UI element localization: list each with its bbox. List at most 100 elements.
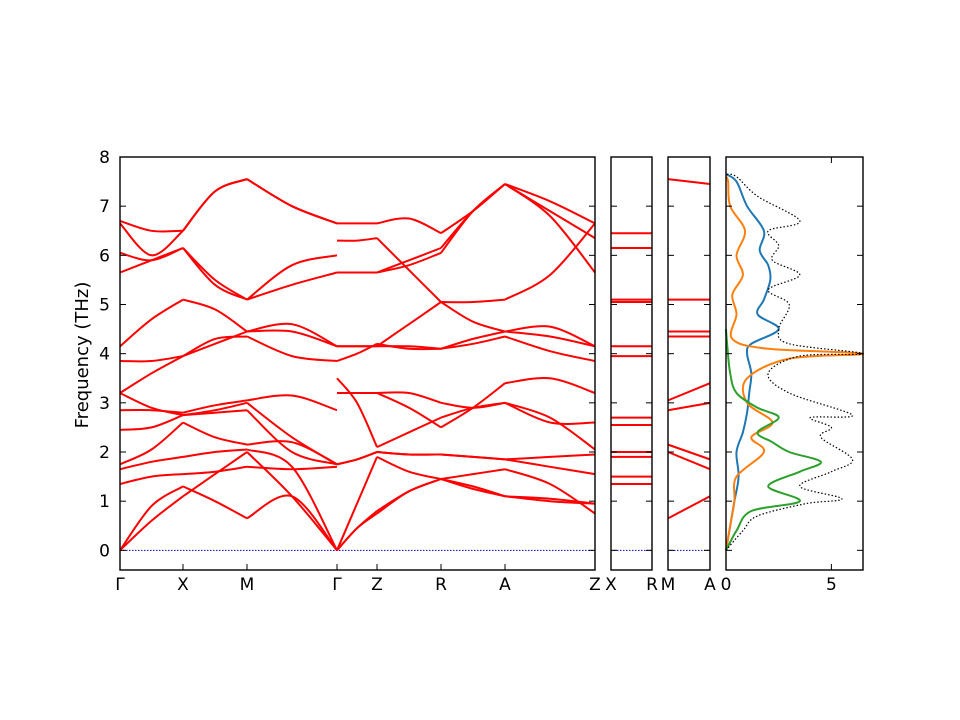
band-line-ma-1: [667, 451, 711, 471]
band-line-0-13: [119, 222, 184, 257]
y-tick-label: 0: [99, 541, 110, 561]
x-tick-label: X: [177, 575, 189, 595]
band-line-5-14: [440, 183, 506, 235]
x-tick-label: Z: [589, 575, 601, 595]
dos-line-2: [725, 329, 822, 551]
band-line-2-10: [246, 322, 338, 348]
band-line-5-8: [440, 335, 506, 350]
band-line-2-9: [246, 329, 338, 348]
y-tick-label: 5: [99, 296, 110, 316]
y-tick-label: 7: [99, 197, 110, 217]
band-line-1-12: [182, 247, 248, 301]
panel-frame-0: [119, 156, 596, 571]
band-line-4-7: [376, 391, 442, 404]
band-line-1-11: [182, 247, 248, 301]
band-line-6-4: [504, 458, 596, 476]
band-line-0-1: [119, 495, 184, 552]
band-line-1-3: [182, 448, 248, 458]
dos-line-0: [725, 173, 780, 551]
band-line-5-4: [440, 453, 506, 461]
x-tick-label: M: [240, 575, 255, 595]
band-line-6-9: [504, 330, 596, 348]
band-line-2-14: [246, 178, 338, 225]
band-line-6-3: [504, 453, 596, 461]
band-line-5-1: [440, 468, 506, 480]
band-line-4-10: [376, 301, 442, 348]
y-tick-label: 1: [99, 492, 110, 512]
band-line-ma-3: [667, 401, 711, 412]
band-line-2-1: [246, 451, 338, 551]
band-line-2-3: [246, 448, 338, 551]
band-line-3-5: [336, 377, 378, 448]
band-line-2-7: [246, 402, 338, 466]
band-line-5-2: [440, 478, 506, 498]
x-tick-label: Γ: [332, 575, 342, 595]
band-line-ma-4: [667, 382, 711, 402]
band-line-2-8: [246, 335, 338, 362]
y-axis-label: Frequency (THz): [72, 282, 93, 429]
band-line-0-6: [119, 409, 184, 414]
band-line-0-9: [119, 355, 184, 363]
band-line-4-4: [376, 451, 442, 456]
band-line-1-14: [182, 178, 248, 232]
x-tick-label: R: [435, 575, 447, 595]
band-line-3-4: [336, 451, 378, 466]
band-line-4-1: [376, 478, 442, 512]
band-line-4-11: [376, 247, 442, 274]
x-tick-label: R: [646, 575, 658, 595]
band-line-3-2: [336, 456, 378, 551]
band-line-6-7: [504, 401, 596, 425]
band-line-0-4: [119, 421, 184, 466]
band-line-5-13: [440, 298, 506, 304]
band-line-4-13: [376, 237, 442, 303]
band-line-4-5: [376, 416, 442, 449]
band-line-0-5: [119, 414, 184, 431]
band-line-0-12: [119, 247, 184, 262]
band-line-6-12: [504, 183, 596, 239]
band-line-ma-2: [667, 443, 711, 461]
band-line-4-9: [376, 345, 442, 350]
band-line-6-13: [504, 222, 596, 301]
band-line-ma-0: [667, 495, 711, 520]
y-tick-label: 4: [99, 345, 110, 365]
band-line-0-10: [119, 298, 184, 348]
band-line-2-12: [246, 271, 338, 301]
band-line-1-8: [182, 335, 248, 357]
x-tick-label: Γ: [115, 575, 125, 595]
dos-line-1: [725, 176, 865, 551]
dos-line-3: [725, 173, 864, 551]
dos-x-tick-label: 0: [721, 575, 732, 595]
band-line-4-2: [376, 455, 442, 480]
band-line-1-0: [182, 485, 248, 520]
band-line-1-9: [182, 330, 248, 358]
band-line-6-2: [504, 495, 596, 505]
band-lines: [119, 173, 865, 552]
band-line-1-4: [182, 421, 248, 446]
band-line-6-10: [504, 325, 596, 348]
band-line-1-2: [182, 465, 248, 476]
band-line-6-14: [504, 183, 596, 225]
dos-x-tick-label: 5: [826, 575, 837, 595]
band-line-2-6: [246, 394, 338, 412]
x-tick-label: Z: [371, 575, 383, 595]
band-line-3-13: [336, 237, 378, 242]
band-line-5-9: [440, 330, 506, 350]
band-line-1-13: [182, 178, 248, 232]
band-line-4-12: [376, 251, 442, 274]
band-line-0-8: [119, 355, 184, 394]
band-line-0-14: [119, 219, 184, 233]
band-line-0-2: [119, 473, 184, 485]
band-line-2-5: [246, 409, 338, 466]
x-tick-label: A: [499, 575, 511, 595]
band-line-4-0: [376, 478, 442, 515]
band-line-6-6: [504, 376, 596, 394]
band-line-2-13: [246, 178, 338, 225]
band-line-2-11: [246, 254, 338, 301]
band-line-4-6: [376, 392, 442, 429]
band-line-0-3: [119, 455, 184, 471]
x-tick-label: M: [661, 575, 676, 595]
band-line-6-8: [504, 335, 596, 362]
band-line-0-7: [119, 392, 184, 417]
